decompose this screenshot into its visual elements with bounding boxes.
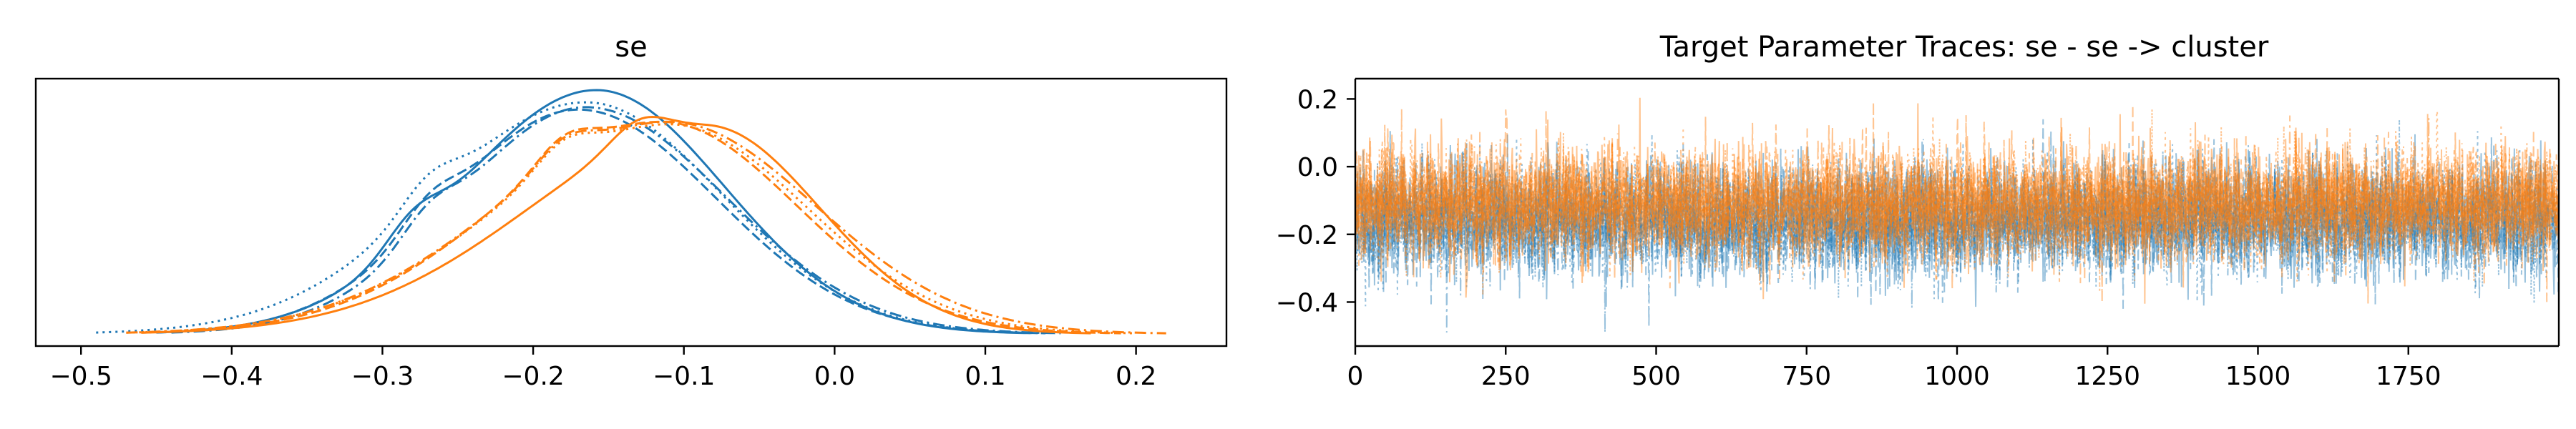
trace-panel: Target Parameter Traces: se - se -> clus…: [1276, 31, 2560, 391]
trace-line-chain_b-solid: [1355, 97, 2560, 304]
density-curves: [96, 89, 1166, 335]
density-x-tick-label: −0.4: [200, 362, 263, 391]
trace-line-chain_b-dashed: [1355, 102, 2560, 304]
density-curve-chain_a-solid: [156, 89, 1031, 335]
trace-title: Target Parameter Traces: se - se -> clus…: [1659, 31, 2269, 64]
trace-y-tick-label: 0.2: [1297, 85, 1338, 114]
trace-x-tick-label: 1000: [1924, 362, 1990, 391]
density-x-tick-label: −0.1: [653, 362, 715, 391]
density-panel: se −0.5 −0.4 −0.3 −0.2 −0.1 0.0 0.1 0.2: [34, 31, 1228, 391]
density-x-tick-label: −0.5: [49, 362, 112, 391]
density-curve-chain_b-dashdot: [126, 120, 1166, 335]
density-x-axis: −0.5 −0.4 −0.3 −0.2 −0.1 0.0 0.1 0.2: [49, 346, 1156, 391]
trace-line-chain_b-dashdot: [1355, 108, 2560, 302]
density-title: se: [615, 31, 647, 64]
trace-line-chain_b-dotted: [1355, 109, 2560, 296]
trace-x-tick-label: 1250: [2074, 362, 2140, 391]
trace-x-tick-label: 750: [1782, 362, 1831, 391]
density-x-tick-label: 0.1: [965, 362, 1005, 391]
density-x-tick-label: −0.2: [502, 362, 564, 391]
trace-y-axis: −0.4 −0.2 0.0 0.2: [1276, 85, 1355, 317]
density-curve-chain_b-dashed: [141, 120, 1121, 335]
density-plot-frame: [34, 77, 1228, 347]
density-curve-chain_b-dotted: [126, 123, 1136, 335]
density-curve-chain_a-dashed: [156, 108, 1046, 335]
trace-x-tick-label: 0: [1347, 362, 1364, 391]
density-x-tick-label: 0.0: [814, 362, 855, 391]
trace-x-tick-label: 250: [1481, 362, 1531, 391]
trace-line-chain_a-dashed: [1355, 119, 2560, 307]
trace-x-tick-label: 1500: [2225, 362, 2291, 391]
trace-x-axis: 0 250 500 750 1000 1250 1500 1750: [1347, 346, 2441, 391]
trace-line-chain_a-dotted: [1355, 119, 2560, 307]
trace-x-tick-label: 1750: [2376, 362, 2441, 391]
trace-y-tick-label: −0.4: [1276, 288, 1338, 317]
density-x-tick-label: 0.2: [1116, 362, 1156, 391]
trace-y-tick-label: 0.0: [1297, 153, 1338, 182]
density-curve-chain_a-dashdot: [171, 106, 1061, 335]
trace-y-tick-label: −0.2: [1276, 221, 1338, 250]
trace-line-chain_a-dashdot: [1355, 130, 2560, 333]
trace-lines: [1355, 97, 2560, 333]
density-x-tick-label: −0.3: [351, 362, 414, 391]
trace-line-chain_a-solid: [1355, 140, 2560, 307]
trace-x-tick-label: 500: [1631, 362, 1681, 391]
